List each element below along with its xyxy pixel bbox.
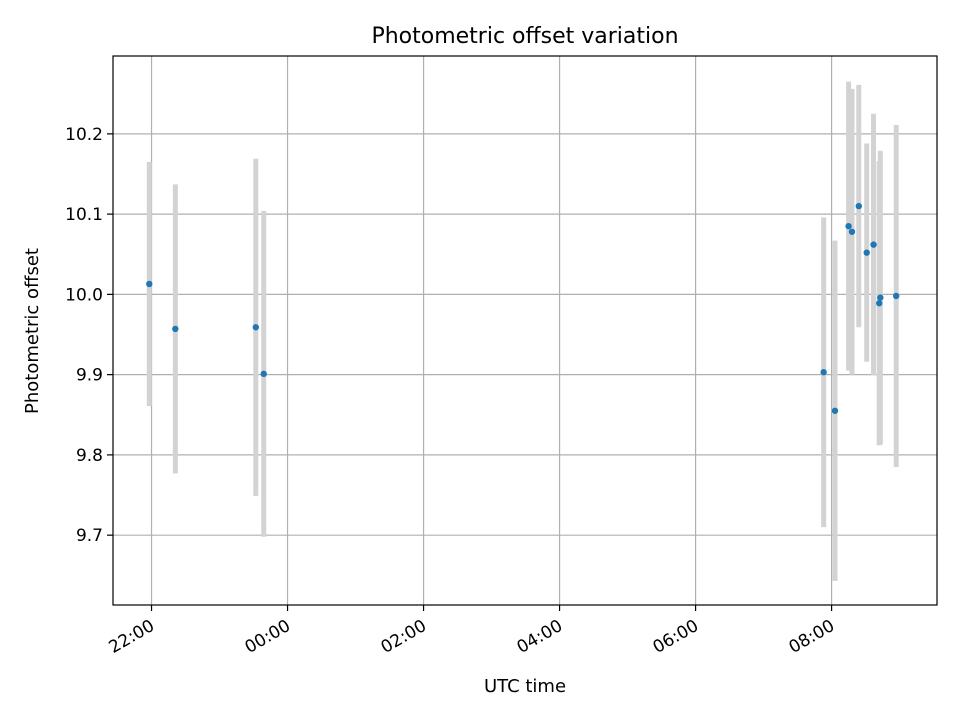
data-point [863, 249, 870, 256]
data-point [831, 407, 839, 414]
data-point [845, 222, 852, 230]
y-tick-label: 9.8 [76, 446, 103, 466]
y-tick-label: 10.0 [65, 285, 103, 305]
y-axis-label: Photometric offset [22, 248, 43, 414]
data-point [820, 369, 827, 376]
data-point [252, 324, 260, 331]
chart-title: Photometric offset variation [371, 24, 678, 49]
x-axis-label: UTC time [484, 676, 566, 697]
y-tick-label: 9.9 [76, 366, 103, 386]
data-point [877, 294, 884, 301]
y-tick-label: 10.2 [65, 125, 103, 145]
data-point [146, 280, 153, 288]
data-point [855, 202, 862, 210]
data-point [172, 325, 179, 333]
y-tick-label: 9.7 [76, 526, 103, 546]
data-point [892, 292, 900, 300]
data-point [870, 241, 877, 248]
data-point [875, 300, 883, 307]
data-point [848, 228, 856, 235]
y-tick-label: 10.1 [65, 205, 103, 225]
plot-frame [112, 55, 938, 606]
data-point [260, 370, 267, 378]
grid [113, 56, 937, 605]
data-points [146, 202, 900, 414]
